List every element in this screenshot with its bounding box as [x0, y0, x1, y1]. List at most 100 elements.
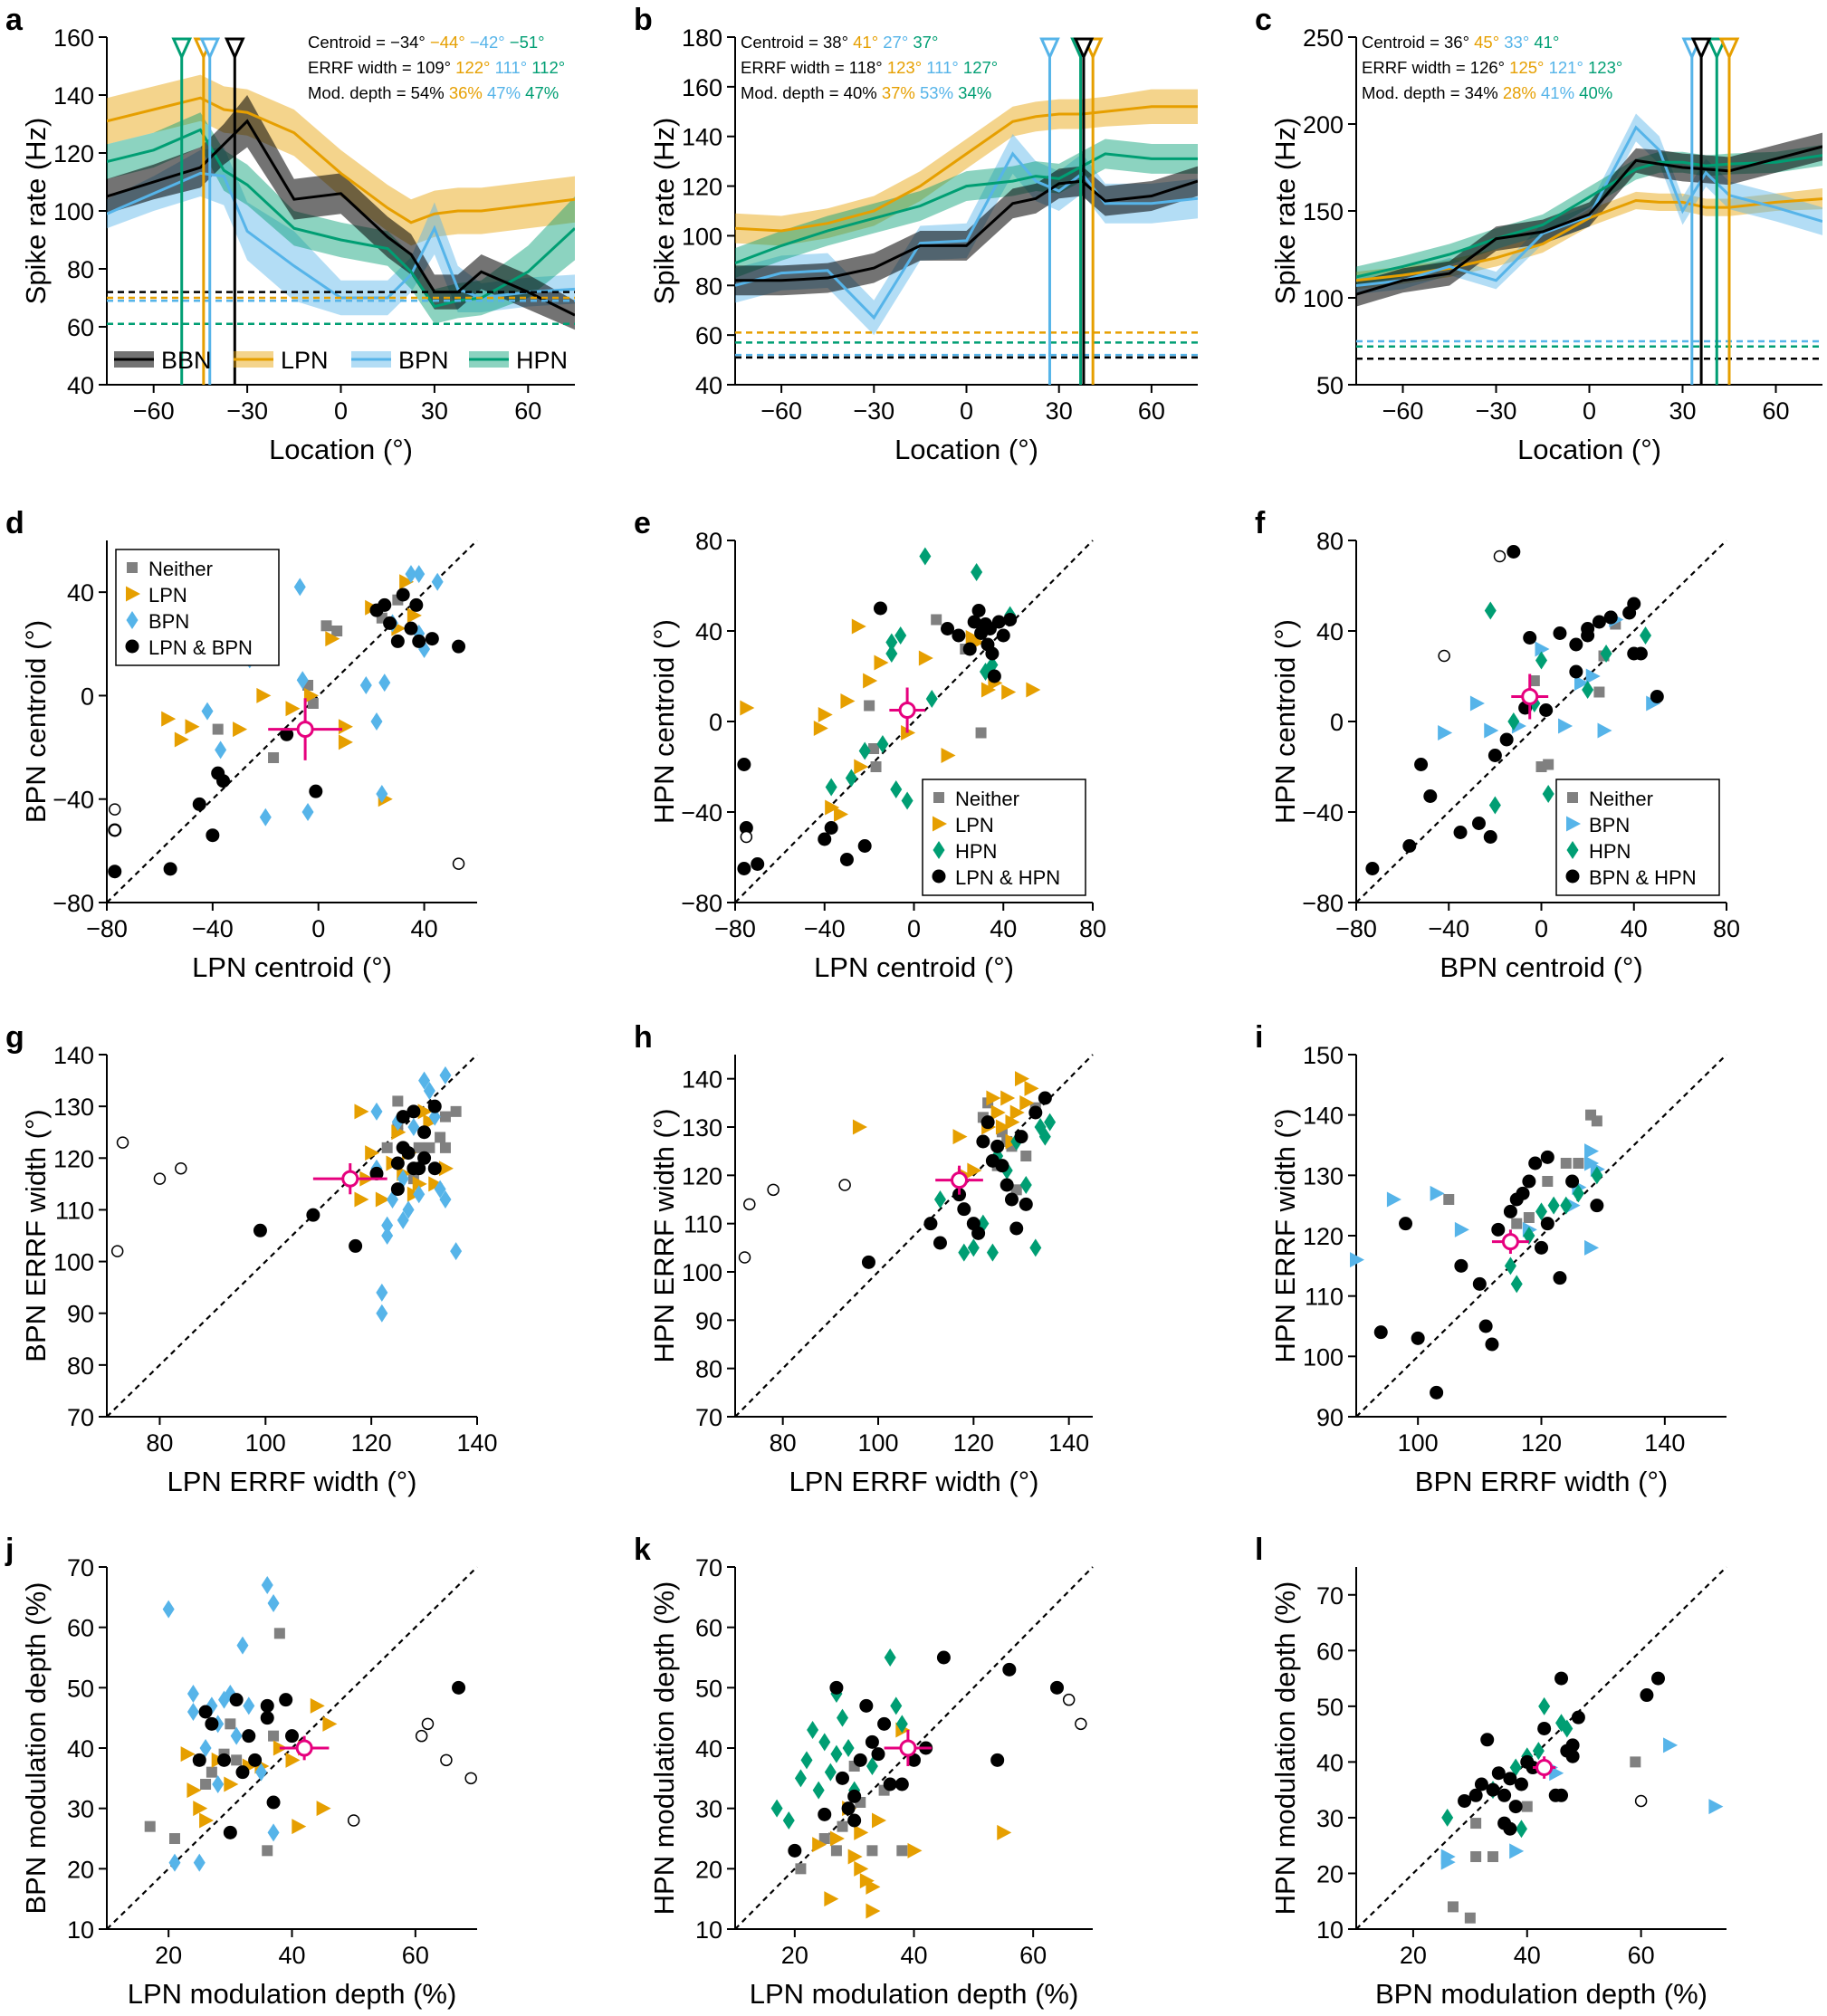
y-tick-label: 140 [53, 1042, 94, 1069]
points [1440, 1671, 1724, 1924]
series-line-hpn [735, 152, 1198, 265]
point-hpn [967, 1238, 980, 1257]
point-both [873, 601, 887, 616]
point-hpn [1572, 1184, 1584, 1203]
point-hpn [807, 1721, 819, 1739]
y-axis-label: HPN ERRF width (°) [1269, 1108, 1301, 1362]
point-hpn [1488, 796, 1501, 815]
x-axis-label: Location (°) [1517, 434, 1661, 465]
point-lpn [874, 654, 889, 671]
point-hpn [1591, 1166, 1603, 1185]
point-both [1581, 628, 1595, 643]
point-both [1491, 1222, 1506, 1237]
point-both [987, 669, 1001, 683]
point-neither [320, 620, 332, 632]
point-bpn [1535, 641, 1550, 657]
point-bpn [431, 572, 444, 591]
point-bpn [296, 671, 309, 690]
y-tick-label: 70 [1316, 1582, 1344, 1610]
point-bpn [301, 803, 314, 821]
point-lpn [438, 1161, 454, 1177]
y-tick-label: 10 [695, 1916, 722, 1944]
point-hpn [1582, 681, 1594, 699]
x-tick-label: 40 [278, 1942, 305, 1969]
annotation-value-3: −51° [505, 33, 545, 52]
error-band-lpn [735, 89, 1198, 246]
points [108, 565, 466, 879]
y-tick-label: 100 [53, 1249, 94, 1276]
points [737, 547, 1041, 875]
point-bpn [259, 807, 272, 826]
point-both [1565, 1174, 1580, 1189]
point-bpn [1566, 816, 1581, 832]
point-neither [931, 614, 942, 626]
point-both [1365, 862, 1380, 875]
point-hpn [885, 645, 898, 663]
point-lpn [407, 607, 422, 624]
legend-label: BPN [1589, 814, 1630, 836]
x-tick-label: 0 [311, 915, 325, 942]
point-both [1627, 597, 1641, 611]
point-hpn [818, 1733, 831, 1752]
point-both [404, 621, 418, 635]
y-tick-label: 40 [695, 618, 722, 645]
point-neither [1447, 1901, 1459, 1913]
point-open [740, 830, 753, 844]
point-lpn [199, 1812, 215, 1829]
point-lpn [292, 1819, 307, 1835]
point-both [847, 1789, 862, 1803]
x-tick-label: 140 [456, 1429, 497, 1457]
point-both [1014, 1130, 1028, 1144]
point-hpn [901, 791, 914, 810]
y-tick-label: 70 [695, 1554, 722, 1581]
point-lpn [412, 1176, 427, 1192]
point-lpn [365, 1145, 380, 1161]
point-neither [168, 1833, 180, 1844]
annotation-value-0: 36° [1444, 33, 1469, 52]
error-band-lpn [107, 74, 575, 246]
annotation-value-0: 118° [849, 58, 883, 77]
point-hpn [770, 1799, 783, 1818]
annotation-label: ERRF width = [1362, 58, 1470, 77]
x-tick-label: 140 [1644, 1429, 1685, 1457]
annotation-value-0: 54% [411, 83, 445, 102]
panel-j: 20 40 60 10 20 30 40 50 60 70 LPN modulation depth… [5, 1533, 478, 2010]
x-tick-label: −60 [1382, 397, 1424, 425]
x-axis-label: LPN modulation depth (%) [128, 1978, 457, 2010]
annotation-label: Centroid = [308, 33, 390, 52]
annotation-value-3: 47% [521, 83, 559, 102]
point-both [1507, 545, 1521, 559]
x-tick-label: 20 [155, 1942, 182, 1969]
y-tick-label: 0 [1330, 709, 1344, 736]
y-tick-label: 40 [695, 1735, 722, 1763]
point-both [1569, 664, 1583, 679]
point-both [861, 1255, 875, 1269]
point-bpn [439, 1190, 452, 1209]
point-hpn [1510, 1275, 1523, 1294]
y-tick-label: 200 [1303, 111, 1344, 139]
annotation-value-1: 45° [1469, 33, 1499, 52]
point-lpn [180, 1746, 196, 1763]
annotation-value-1: 37% [877, 83, 915, 102]
point-both [739, 821, 753, 835]
y-tick-label: 50 [1316, 1694, 1344, 1721]
point-bpn [405, 565, 417, 584]
y-tick-label: 60 [1316, 1638, 1344, 1665]
y-tick-label: 20 [67, 1856, 94, 1883]
panel-b: −60 −30 0 30 60 40 60 80 100 120 140 160 180 Location… [634, 3, 1198, 465]
point-open [415, 1729, 428, 1743]
y-tick-label: 140 [53, 82, 94, 110]
point-both [1522, 1174, 1536, 1189]
point-both [1453, 826, 1468, 839]
plot-area [735, 89, 1198, 359]
point-both [871, 1747, 885, 1762]
point-both [1553, 1271, 1567, 1285]
mean-marker [295, 1739, 313, 1757]
point-hpn [890, 780, 903, 798]
point-both [1491, 1766, 1506, 1781]
point-lpn [818, 707, 833, 722]
point-lpn [990, 1104, 1006, 1121]
x-tick-label: −80 [1335, 915, 1377, 942]
point-neither [1470, 1818, 1482, 1830]
point-both [412, 634, 426, 648]
